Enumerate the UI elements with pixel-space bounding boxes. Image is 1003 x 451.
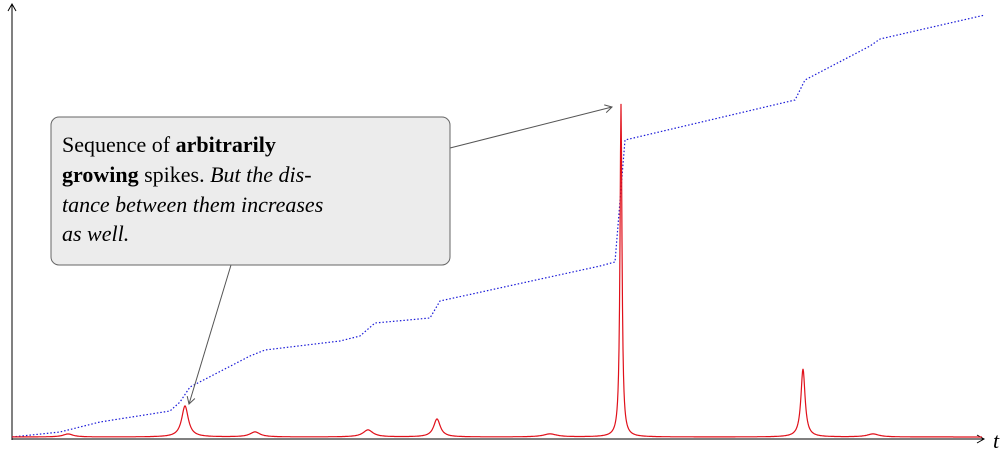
text-run: spikes. [139, 162, 211, 187]
cumulative-curve [11, 14, 986, 438]
callout-arrow [449, 104, 613, 149]
axis-label: t [993, 428, 1000, 451]
text-run: growing [62, 162, 139, 187]
callout-arrow [186, 264, 232, 405]
text-run: tance between them increases [62, 192, 323, 217]
callout-line: growing spikes. But the dis- [62, 162, 312, 187]
text-run: But the dis- [210, 162, 311, 187]
text-run: arbitrarily [176, 132, 276, 157]
callout-line: Sequence of arbitrarily [62, 132, 276, 157]
callout-box [50, 116, 451, 266]
text-run: as well. [62, 221, 129, 246]
spike-curve [12, 103, 982, 438]
text-run: Sequence of [62, 132, 176, 157]
callout-line: as well. [62, 221, 129, 246]
callout-line: tance between them increases [62, 192, 323, 217]
